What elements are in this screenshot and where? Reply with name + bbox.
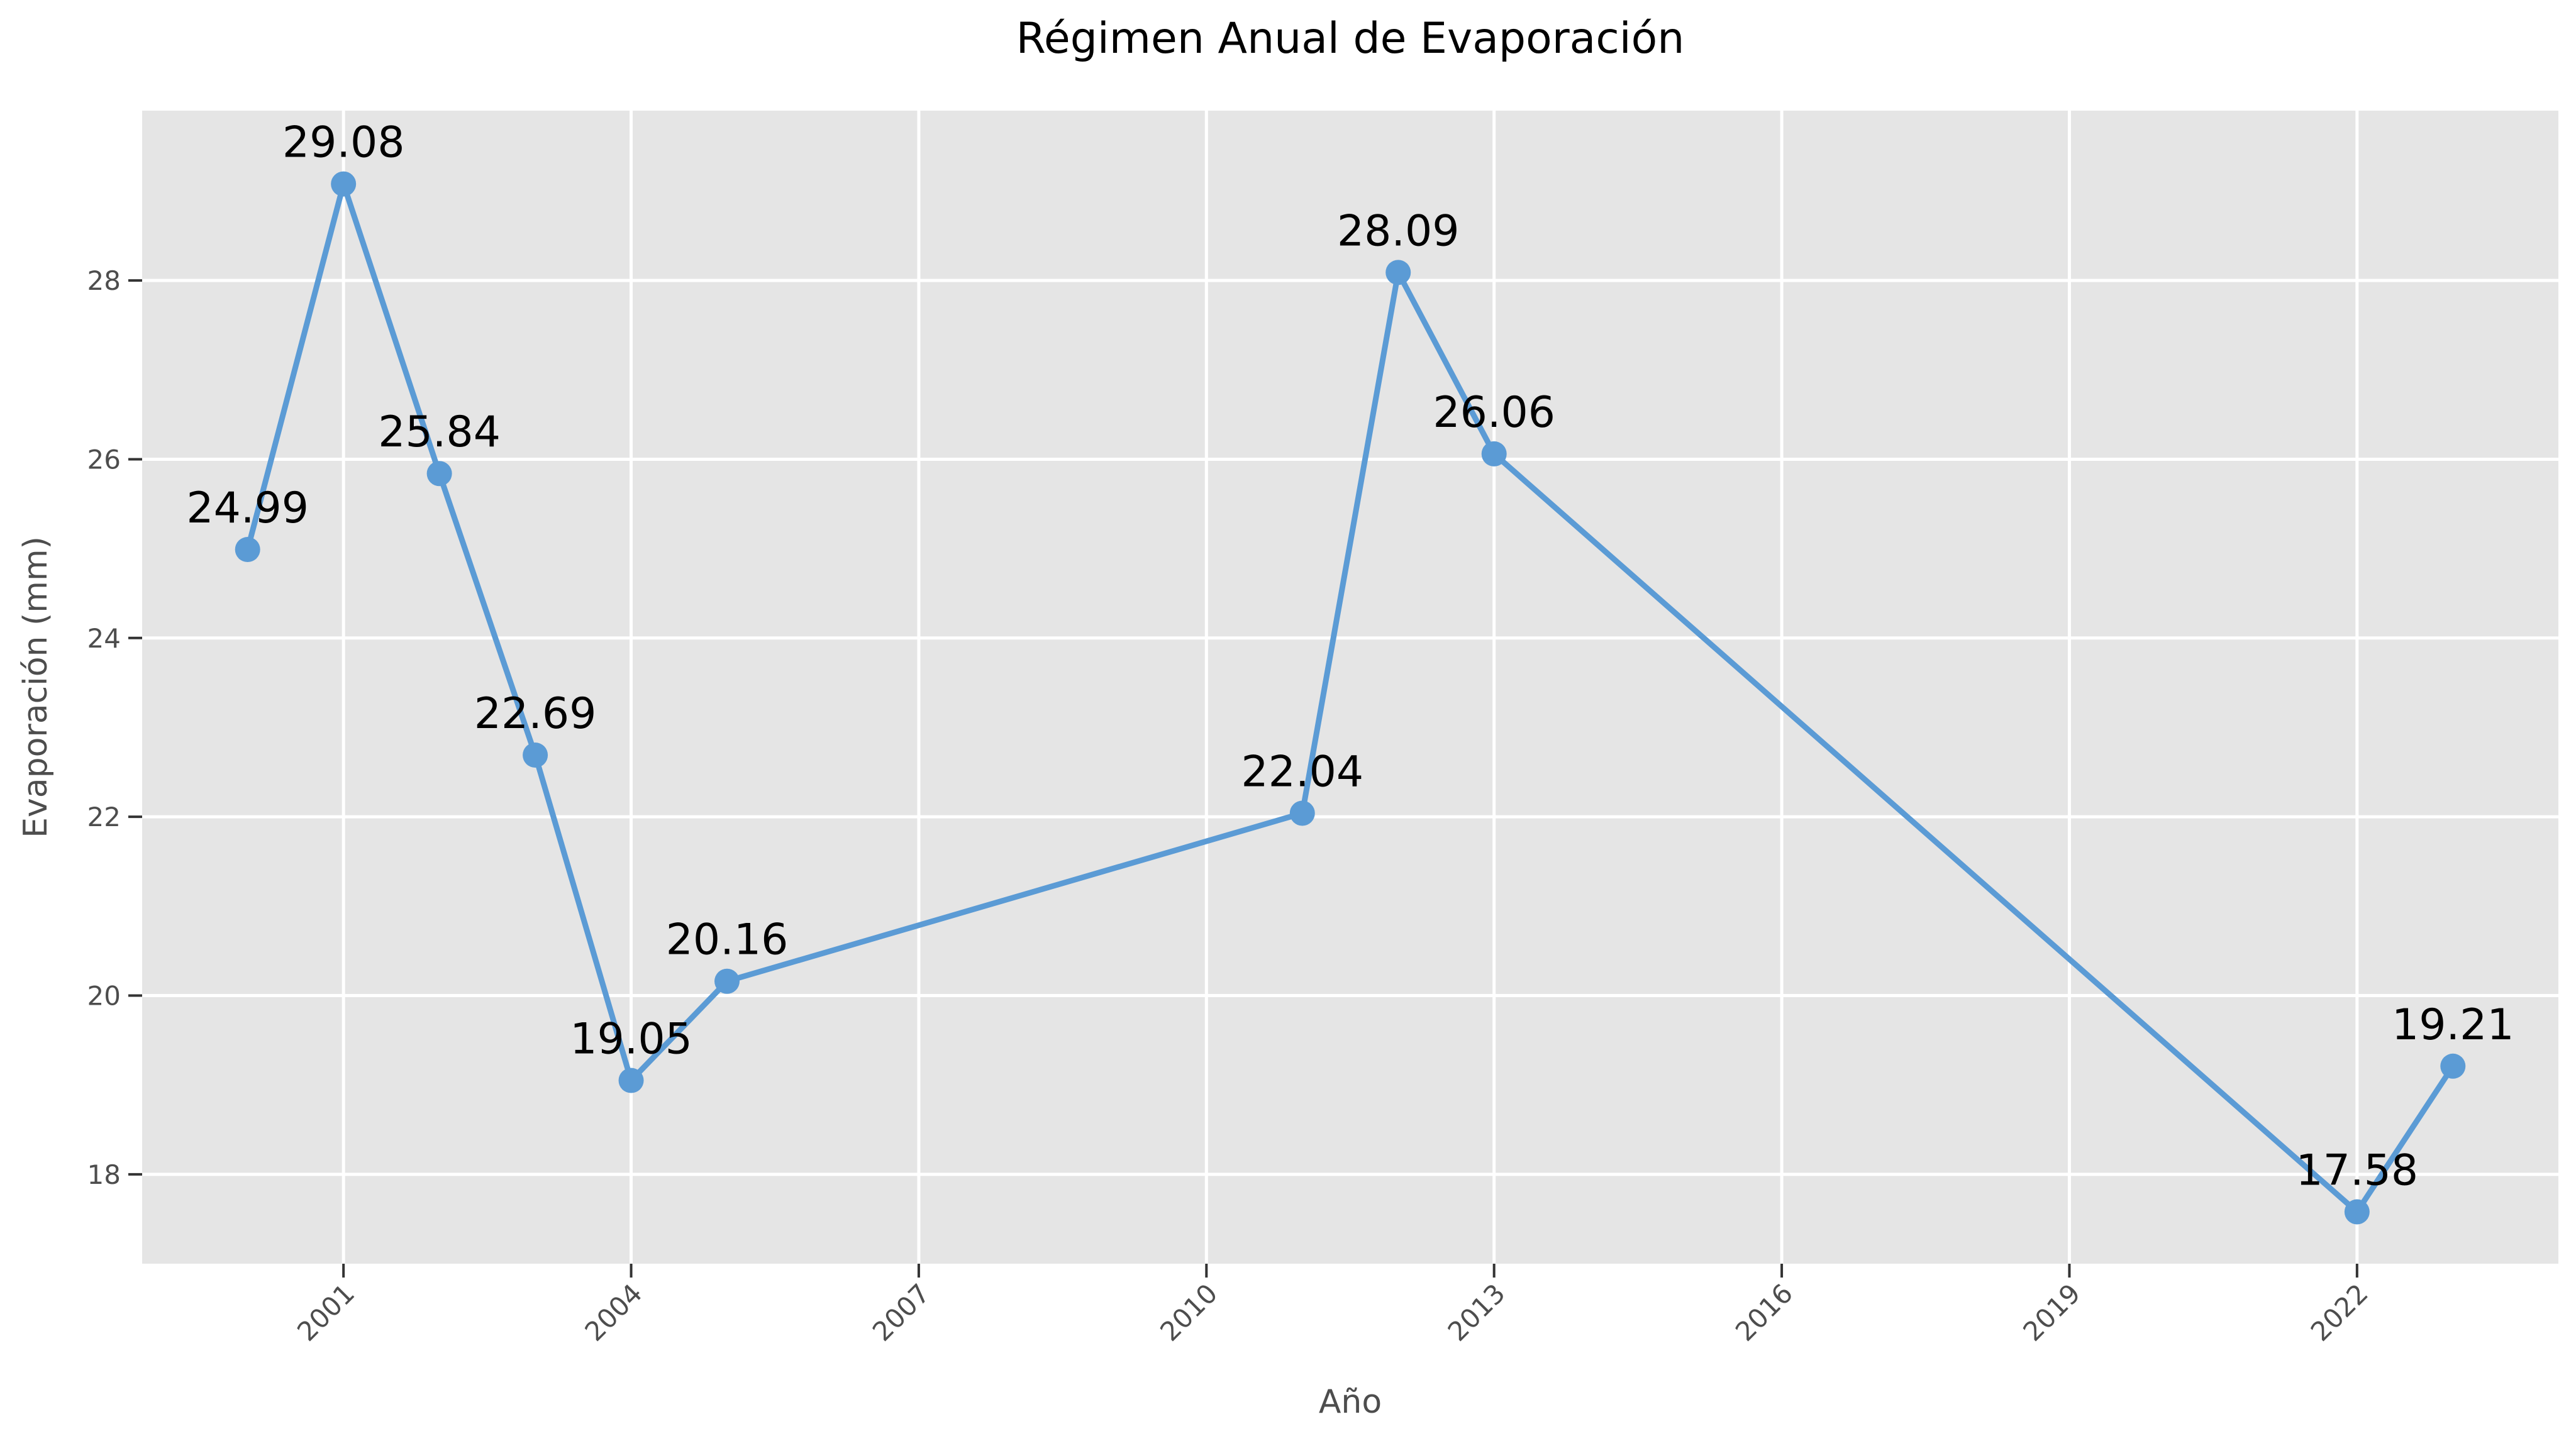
series-layer — [235, 171, 2466, 1225]
y-tick-label: 28 — [87, 265, 121, 296]
chart-title: Régimen Anual de Evaporación — [1016, 14, 1685, 63]
data-label: 19.21 — [2392, 1000, 2514, 1050]
data-point — [618, 1068, 644, 1093]
data-label: 29.08 — [282, 118, 405, 168]
data-point — [2440, 1053, 2466, 1079]
grid — [142, 111, 2558, 1264]
x-tick-label: 2013 — [1442, 1278, 1511, 1347]
data-point — [235, 537, 260, 563]
data-point — [714, 968, 740, 994]
x-tick-label: 2007 — [867, 1278, 936, 1347]
data-label: 25.84 — [378, 407, 501, 457]
x-axis-label: Año — [1319, 1383, 1382, 1421]
x-tick-label: 2001 — [291, 1278, 360, 1347]
data-labels: 24.99 29.08 25.84 22.69 19.05 20.16 22.04 28.09… — [186, 118, 2514, 1196]
x-tick-label: 2019 — [2017, 1278, 2086, 1347]
data-label: 22.69 — [474, 689, 597, 739]
data-label: 17.58 — [2296, 1146, 2418, 1196]
y-tick-label: 18 — [87, 1159, 121, 1190]
data-point — [523, 743, 548, 768]
data-point — [1385, 260, 1411, 285]
data-point — [1289, 800, 1315, 826]
data-label: 19.05 — [570, 1015, 692, 1064]
x-tick-label: 2010 — [1154, 1278, 1223, 1347]
y-tick-label: 26 — [87, 444, 121, 475]
data-point — [331, 171, 357, 197]
data-label: 28.09 — [1337, 206, 1460, 256]
data-point — [2344, 1199, 2370, 1225]
x-tick-label: 2022 — [2305, 1278, 2374, 1347]
data-point — [1481, 441, 1507, 467]
data-point — [426, 461, 452, 487]
data-label: 20.16 — [666, 915, 789, 965]
x-tick-label: 2004 — [579, 1278, 648, 1347]
data-label: 24.99 — [186, 483, 309, 533]
y-tick-label: 20 — [87, 980, 121, 1011]
y-axis-label: Evaporación (mm) — [17, 536, 55, 838]
y-tick-label: 24 — [87, 623, 121, 654]
data-label: 22.04 — [1241, 747, 1363, 797]
plot-area — [142, 111, 2558, 1264]
data-label: 26.06 — [1433, 388, 1555, 438]
x-tick-label: 2016 — [1729, 1278, 1799, 1347]
y-tick-label: 22 — [87, 802, 121, 832]
